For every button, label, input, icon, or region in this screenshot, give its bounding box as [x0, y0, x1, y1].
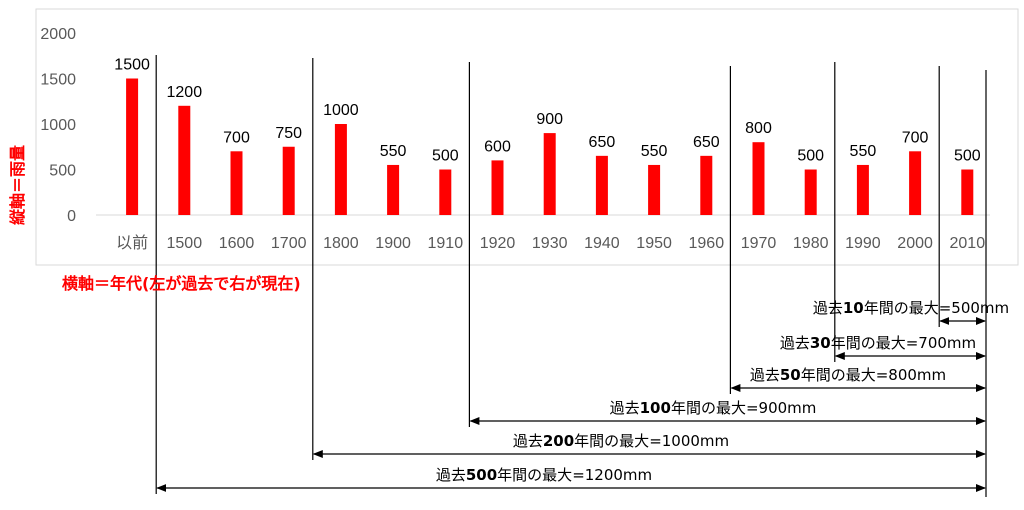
data-label: 1200 [167, 84, 203, 101]
bar [439, 169, 452, 215]
period-max-label: 過去500年間の最大=1200mm [436, 466, 652, 484]
x-axis-title: 横軸＝年代(左が過去で右が現在) [62, 274, 301, 293]
bar [491, 160, 504, 215]
data-label: 650 [693, 134, 720, 151]
bar [856, 164, 869, 215]
bar [334, 124, 347, 215]
period-max-label: 過去30年間の最大=700mm [780, 334, 976, 352]
bar [230, 151, 243, 215]
x-tick-label: 以前 [116, 234, 148, 252]
x-tick-label: 1930 [532, 235, 568, 252]
data-label: 500 [432, 148, 459, 165]
x-tick-label: 1940 [584, 235, 620, 252]
data-label: 1500 [114, 57, 150, 74]
data-label: 550 [850, 143, 877, 160]
y-tick-label: 500 [49, 163, 76, 180]
x-tick-label: 1980 [793, 235, 829, 252]
bar [752, 142, 765, 215]
data-label: 700 [223, 129, 250, 146]
y-tick-label: 2000 [40, 26, 76, 43]
chart-frame [35, 8, 1019, 266]
period-max-label: 過去200年間の最大=1000mm [513, 432, 729, 450]
x-tick-label: 1960 [689, 235, 725, 252]
x-tick-label: 1800 [323, 235, 359, 252]
y-axis-title: 縦軸＝雨量 [8, 145, 27, 225]
data-label: 900 [536, 111, 563, 128]
bar [282, 146, 295, 215]
period-max-label: 過去10年間の最大=500mm [813, 299, 1009, 317]
x-tick-label: 1990 [845, 235, 881, 252]
x-tick-label: 1500 [167, 235, 203, 252]
data-label: 550 [641, 143, 668, 160]
bar [648, 164, 661, 215]
bar [178, 105, 191, 215]
x-tick-label: 1920 [480, 235, 516, 252]
data-label: 750 [275, 125, 302, 142]
x-tick-label: 1900 [375, 235, 411, 252]
bar [909, 151, 922, 215]
x-tick-label: 1700 [271, 235, 307, 252]
bar [543, 133, 556, 215]
data-label: 800 [745, 120, 772, 137]
y-tick-label: 1000 [40, 117, 76, 134]
bar [595, 155, 608, 215]
period-max-label: 過去50年間の最大=800mm [750, 366, 946, 384]
x-tick-label: 2000 [897, 235, 933, 252]
data-label: 500 [797, 148, 824, 165]
y-tick-label: 0 [67, 208, 76, 225]
y-tick-label: 1500 [40, 72, 76, 89]
data-label: 600 [484, 138, 511, 155]
bar [700, 155, 713, 215]
period-max-label: 過去100年間の最大=900mm [610, 399, 817, 417]
x-tick-label: 2010 [950, 235, 986, 252]
x-tick-label: 1970 [741, 235, 777, 252]
data-label: 550 [380, 143, 407, 160]
bar [387, 164, 400, 215]
x-tick-label: 1910 [428, 235, 464, 252]
bar [126, 78, 139, 215]
x-tick-label: 1600 [219, 235, 255, 252]
data-label: 700 [902, 129, 929, 146]
data-label: 500 [954, 148, 981, 165]
x-tick-label: 1950 [636, 235, 672, 252]
data-label: 650 [589, 134, 616, 151]
bar [804, 169, 817, 215]
bar [961, 169, 974, 215]
data-label: 1000 [323, 102, 359, 119]
